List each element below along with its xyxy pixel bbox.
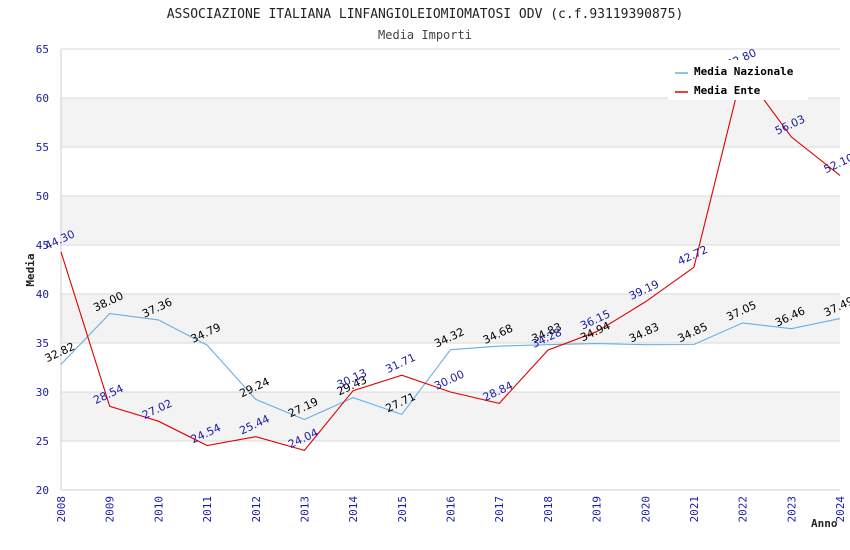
y-tick-label: 25 bbox=[36, 435, 49, 448]
x-tick-label: 2013 bbox=[298, 496, 311, 523]
x-tick-labels: 2008 2009 2010 2011 2012 2013 2014 2015 2016 2017… bbox=[55, 496, 847, 523]
grid-band bbox=[61, 392, 840, 441]
y-tick-label: 35 bbox=[36, 337, 49, 350]
x-tick-label: 2019 bbox=[591, 496, 604, 523]
y-tick-label: 65 bbox=[36, 43, 49, 56]
y-axis-title: Media bbox=[24, 253, 37, 286]
x-tick-label: 2020 bbox=[639, 496, 652, 523]
y-tick-labels: 20 25 30 35 40 45 50 55 60 65 bbox=[36, 43, 49, 497]
data-label: 31.71 bbox=[384, 351, 418, 376]
chart-title: ASSOCIAZIONE ITALIANA LINFANGIOLEIOMIOMA… bbox=[167, 7, 684, 22]
y-tick-label: 40 bbox=[36, 288, 49, 301]
data-label: 44.30 bbox=[43, 227, 77, 252]
data-label: 42.72 bbox=[676, 243, 710, 268]
grid-bands bbox=[61, 98, 840, 441]
x-tick-label: 2021 bbox=[688, 496, 701, 523]
y-tick-label: 55 bbox=[36, 141, 49, 154]
series-line-media-ente bbox=[60, 69, 841, 452]
axes bbox=[60, 49, 840, 491]
x-tick-label: 2010 bbox=[152, 496, 165, 523]
grid-band bbox=[61, 294, 840, 343]
x-tick-label: 2014 bbox=[347, 496, 360, 523]
grid-band bbox=[61, 196, 840, 245]
data-label: 30.00 bbox=[432, 368, 466, 393]
series-lines bbox=[60, 69, 841, 452]
legend-background bbox=[668, 60, 808, 100]
legend-label-media-ente: Media Ente bbox=[694, 84, 761, 97]
series-line-media-nazionale bbox=[60, 313, 841, 421]
grid-band bbox=[61, 98, 840, 147]
y-tick-label: 60 bbox=[36, 92, 49, 105]
x-tick-label: 2018 bbox=[542, 496, 555, 523]
x-axis-title: Anno bbox=[811, 517, 838, 530]
x-tick-label: 2015 bbox=[396, 496, 409, 523]
y-tick-label: 50 bbox=[36, 190, 49, 203]
x-tick-label: 2023 bbox=[785, 496, 798, 523]
y-tick-label: 30 bbox=[36, 386, 49, 399]
x-tick-label: 2022 bbox=[737, 496, 750, 523]
x-tick-label: 2009 bbox=[104, 496, 117, 523]
legend-label-media-nazionale: Media Nazionale bbox=[694, 65, 794, 78]
y-tick-label: 20 bbox=[36, 484, 49, 497]
x-tick-label: 2012 bbox=[250, 496, 263, 523]
y-tick-label: 45 bbox=[36, 239, 49, 252]
x-tick-label: 2024 bbox=[834, 496, 847, 523]
x-tick-label: 2011 bbox=[201, 496, 214, 523]
legend: Media Nazionale Media Ente bbox=[668, 60, 808, 100]
x-tick-label: 2008 bbox=[55, 496, 68, 523]
x-tick-label: 2016 bbox=[445, 496, 458, 523]
chart-subtitle: Media Importi bbox=[378, 28, 472, 42]
x-tick-label: 2017 bbox=[493, 496, 506, 523]
